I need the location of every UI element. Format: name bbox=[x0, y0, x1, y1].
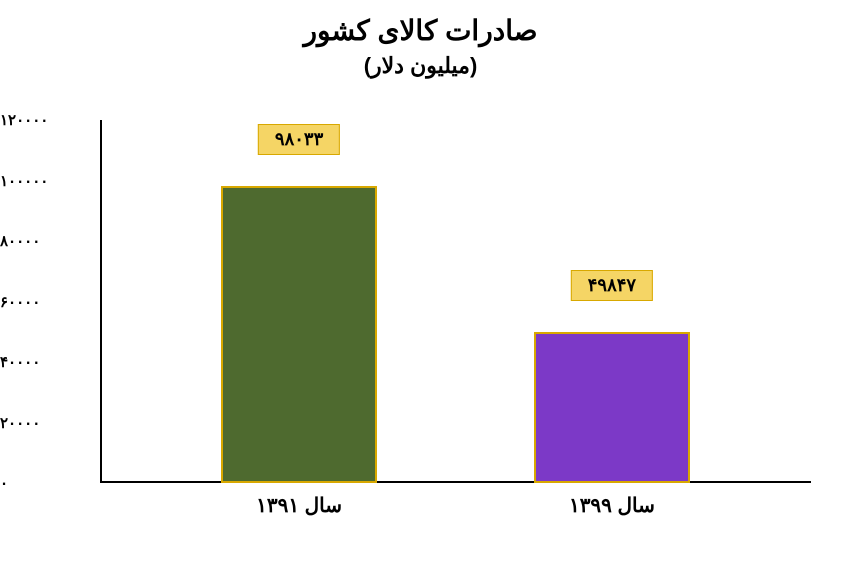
export-bar-chart: صادرات کالای کشور (میلیون دلار) ۹۸۰۳۳سال… bbox=[0, 0, 841, 563]
y-tick-label: ۱۰۰۰۰۰ bbox=[0, 172, 90, 190]
chart-title: صادرات کالای کشور bbox=[0, 14, 841, 47]
y-tick-label: ۰ bbox=[0, 474, 90, 492]
category-label: سال ۱۳۹۹ bbox=[569, 493, 655, 518]
x-axis bbox=[100, 481, 811, 483]
y-tick-label: ۱۲۰۰۰۰ bbox=[0, 111, 90, 129]
y-tick-label: ۲۰۰۰۰ bbox=[0, 414, 90, 432]
plot-area: ۹۸۰۳۳سال ۱۳۹۱۴۹۸۴۷سال ۱۳۹۹ bbox=[100, 120, 811, 483]
y-axis bbox=[100, 120, 102, 483]
bar-value-label: ۹۸۰۳۳ bbox=[258, 124, 340, 155]
category-label: سال ۱۳۹۱ bbox=[256, 493, 342, 518]
y-tick-label: ۸۰۰۰۰ bbox=[0, 232, 90, 250]
bar-value-label: ۴۹۸۴۷ bbox=[571, 270, 653, 301]
bar bbox=[221, 186, 377, 483]
y-tick-label: ۶۰۰۰۰ bbox=[0, 293, 90, 311]
y-tick-label: ۴۰۰۰۰ bbox=[0, 353, 90, 371]
chart-titles: صادرات کالای کشور (میلیون دلار) bbox=[0, 0, 841, 79]
chart-subtitle: (میلیون دلار) bbox=[0, 53, 841, 79]
bar bbox=[534, 332, 690, 483]
